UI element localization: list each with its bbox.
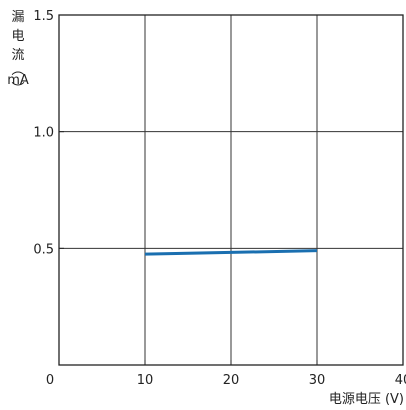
x-tick-label-20: 20 [223,373,240,388]
x-tick-label-0: 0 [46,373,54,388]
plot-frame [58,14,404,366]
x-tick-label-30: 30 [309,373,326,388]
series-layer [144,249,318,256]
x-tick-label-10: 10 [137,373,154,388]
x-tick-labels: 0 10 20 30 40 [46,373,406,388]
x-tick-label-40: 40 [395,373,406,388]
y-axis-label-part-4: mA [7,73,29,88]
y-axis-label: 漏电流︵mA︶ [7,9,29,97]
grid-layer [59,15,403,365]
y-tick-label-1.5: 1.5 [33,9,54,24]
y-axis-label-part-1: 电 [11,29,24,44]
y-axis-label-part-5: ︶ [11,82,24,97]
series-line-0 [144,249,318,256]
x-axis-label: 电源电压 (V) [329,392,404,407]
y-tick-label-0.5: 0.5 [33,242,54,257]
y-axis-label-part-3: ︵ [11,63,24,78]
y-tick-label-1.0: 1.0 [33,126,54,141]
y-axis-label-part-2: 流 [11,48,24,63]
y-tick-labels: 0.5 1.0 1.5 [33,9,54,257]
y-axis-label-part-0: 漏 [11,9,24,25]
